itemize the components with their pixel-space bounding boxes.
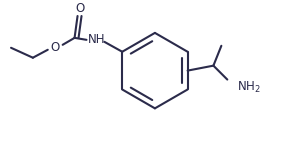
Text: NH: NH: [88, 33, 105, 46]
Text: NH$_2$: NH$_2$: [237, 80, 261, 95]
Text: O: O: [75, 2, 84, 15]
Text: O: O: [50, 41, 59, 54]
